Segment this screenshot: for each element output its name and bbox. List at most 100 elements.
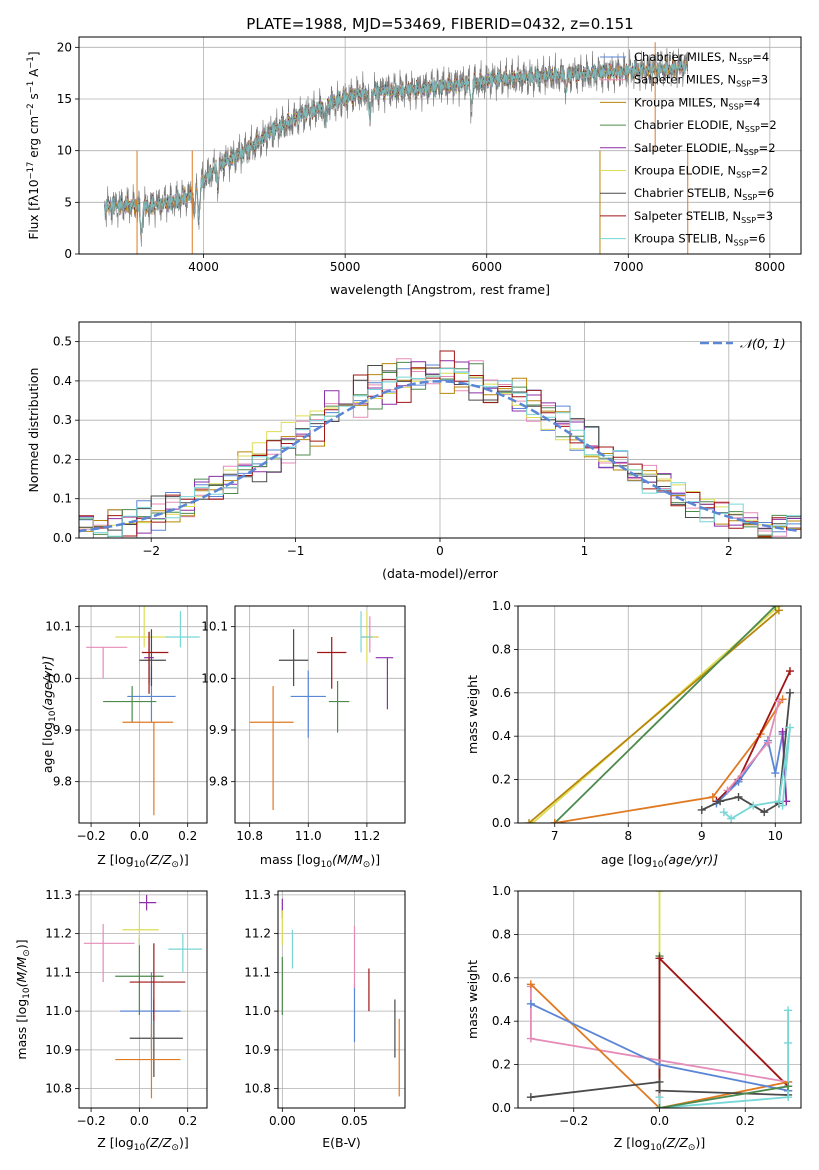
weight-marker bbox=[778, 801, 787, 810]
panel-spectrum: 4000 5000 6000 7000 8000 0 5 10 15 20 wavelength [… bbox=[26, 36, 802, 297]
errorbar-point bbox=[122, 910, 159, 946]
label-part: )] bbox=[179, 852, 189, 867]
y-tick-label: 10.8 bbox=[244, 1082, 271, 1096]
y-tick-label: 1.0 bbox=[492, 884, 511, 898]
y-tick-label: 10.9 bbox=[45, 1043, 72, 1057]
label-part: SSP bbox=[729, 102, 744, 111]
weight-marker bbox=[655, 954, 664, 963]
weight-marker bbox=[784, 1038, 793, 1047]
errorbar-point bbox=[361, 616, 379, 653]
y-tick-label: 10 bbox=[57, 144, 72, 158]
x-axis-label: mass [log10(M/M⊙)] bbox=[260, 852, 380, 870]
label-part: s bbox=[27, 93, 41, 103]
label-part: age [log bbox=[40, 722, 55, 773]
x-axis-label: E(B-V) bbox=[322, 1135, 361, 1150]
weight-marker bbox=[526, 1034, 535, 1043]
errorbar-point bbox=[115, 606, 169, 648]
label-part: −2 bbox=[26, 103, 36, 116]
spectrum-model-line bbox=[104, 58, 689, 237]
errorbar-point bbox=[103, 686, 157, 723]
legend-item: Chabrier MILES, NSSP=4 bbox=[600, 50, 769, 66]
label-part: age [log bbox=[601, 852, 652, 867]
x-tick-label: −2 bbox=[142, 544, 160, 558]
label-part: Salpeter ELODIE, N bbox=[634, 141, 744, 155]
errorbar-point bbox=[139, 894, 157, 911]
label-part: Kroupa ELODIE, N bbox=[634, 164, 736, 178]
weight-line bbox=[554, 606, 776, 823]
y-tick-label: 0.4 bbox=[492, 1014, 511, 1028]
weight-marker bbox=[526, 1093, 535, 1102]
label-part: Chabrier MILES, N bbox=[634, 50, 737, 64]
errorbar-point bbox=[168, 933, 203, 973]
label-part: 10 bbox=[321, 860, 333, 870]
x-axis-label: Z [log10(Z/Z⊙)] bbox=[97, 1135, 188, 1153]
y-axis-label: age [log10(age/yr)] bbox=[40, 656, 58, 773]
label-part: )] bbox=[14, 939, 29, 949]
weight-marker bbox=[655, 1104, 664, 1108]
label-part: 10 bbox=[652, 860, 664, 870]
label-part: Z [log bbox=[97, 852, 133, 867]
x-axis-label: (data-model)/error bbox=[382, 566, 499, 581]
y-tick-label: 11.2 bbox=[244, 927, 271, 941]
y-tick-label: 0.0 bbox=[492, 1101, 511, 1115]
weight-marker bbox=[526, 980, 535, 989]
y-tick-label: 11.3 bbox=[244, 888, 271, 902]
errorbar-point bbox=[317, 637, 347, 689]
label-part: Kroupa STELIB, N bbox=[634, 232, 734, 246]
weight-marker bbox=[785, 667, 794, 676]
weight-marker bbox=[774, 697, 783, 706]
x-tick-label: 2 bbox=[725, 544, 733, 558]
y-tick-label: 10.1 bbox=[201, 620, 228, 634]
legend-label: Kroupa STELIB, NSSP=6 bbox=[634, 232, 765, 248]
label-part: SSP bbox=[737, 57, 752, 66]
label-part: (Z/Z bbox=[145, 852, 172, 867]
weight-marker bbox=[719, 808, 728, 817]
label-part: SSP bbox=[736, 80, 751, 89]
weight-marker bbox=[697, 805, 706, 814]
y-tick-label: 0.6 bbox=[492, 971, 511, 985]
weight-line bbox=[659, 1085, 789, 1108]
plot-area-spectrum bbox=[104, 42, 689, 254]
x-tick-label: 7000 bbox=[613, 260, 644, 274]
y-tick-label: 5 bbox=[64, 195, 72, 209]
label-part: =2 bbox=[759, 141, 776, 155]
weight-line bbox=[530, 983, 789, 1108]
plot-area-age_vs_Z bbox=[86, 606, 200, 816]
weight-marker bbox=[550, 819, 559, 823]
legend-item: Salpeter ELODIE, NSSP=2 bbox=[600, 141, 776, 157]
y-tick-label: 1.0 bbox=[492, 599, 511, 613]
label-part: Z [log bbox=[97, 1135, 133, 1150]
y-tick-label: 11.0 bbox=[45, 1004, 72, 1018]
axes-frame bbox=[78, 36, 802, 255]
x-axis-label: age [log10(age/yr)] bbox=[601, 852, 718, 870]
y-tick-label: 0.5 bbox=[53, 335, 72, 349]
y-tick-label: 11.1 bbox=[244, 965, 271, 979]
label-part: Chabrier ELODIE, N bbox=[634, 118, 745, 132]
y-tick-label: 0.2 bbox=[492, 1058, 511, 1072]
x-tick-label: 1 bbox=[581, 544, 589, 558]
y-axis-label: Normed distribution bbox=[26, 368, 41, 493]
panel-mass_vs_Z: −0.2 0.0 0.2 10.8 10.9 11.0 11.1 11.2 11.3 Z [log… bbox=[14, 888, 208, 1153]
x-tick-label: 11.0 bbox=[295, 829, 322, 843]
x-tick-label: −0.2 bbox=[77, 829, 106, 843]
weight-marker bbox=[655, 1077, 664, 1086]
label-part: Z [log bbox=[614, 1135, 650, 1150]
weight-line bbox=[715, 733, 784, 805]
label-part: (M/M bbox=[332, 852, 363, 867]
y-axis-label: Flux [fλ10−17 erg cm−2 s−1 A−1] bbox=[26, 51, 41, 239]
errorbar-point bbox=[83, 923, 135, 983]
x-tick-label: 0.00 bbox=[269, 1114, 296, 1128]
x-axis-label: Z [log10(Z/Z⊙)] bbox=[614, 1135, 705, 1153]
y-tick-label: 9.9 bbox=[53, 723, 72, 737]
label-part: =2 bbox=[760, 118, 777, 132]
y-tick-label: 9.8 bbox=[53, 775, 72, 789]
legend-label: Chabrier STELIB, NSSP=6 bbox=[634, 186, 774, 202]
x-tick-label: 11.2 bbox=[354, 829, 381, 843]
weight-line bbox=[726, 701, 780, 792]
y-tick-label: 0 bbox=[64, 247, 72, 261]
panel-age_vs_mass: 10.8 11.0 11.2 9.8 9.9 10.0 10.1 mass [log10(M/… bbox=[201, 605, 406, 870]
y-tick-label: 0.3 bbox=[53, 413, 72, 427]
label-part: =4 bbox=[752, 50, 769, 64]
label-part: ⊙ bbox=[171, 1143, 179, 1153]
errorbar-point bbox=[122, 721, 174, 816]
